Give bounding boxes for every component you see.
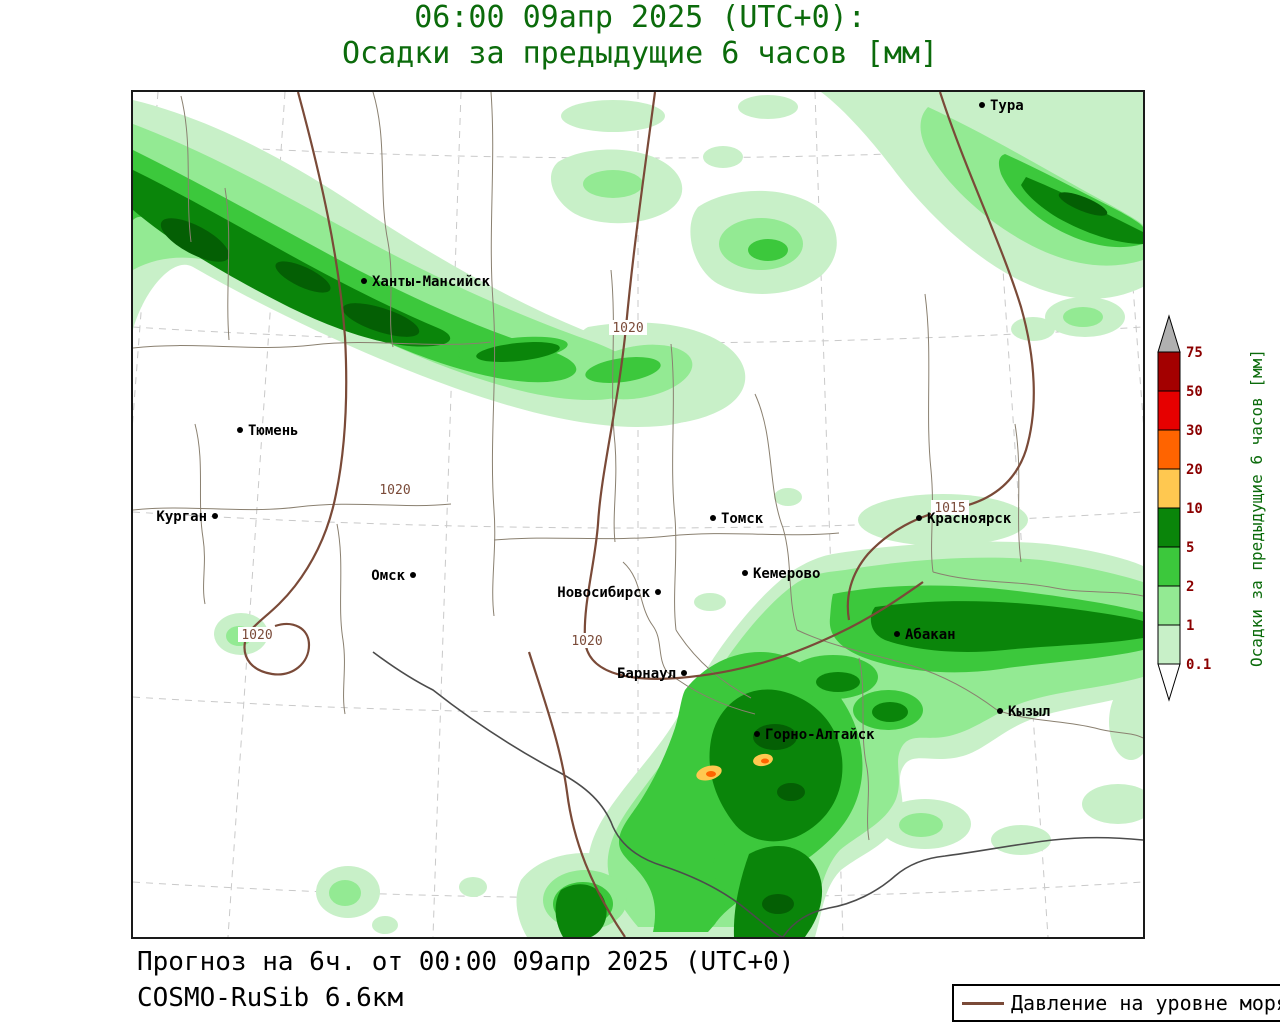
isobar-label: 1020 [379,483,410,498]
city-dot [237,427,243,433]
city-label: Курган [156,509,207,525]
pressure-legend-box: Давление на уровне моря [952,984,1280,1022]
precip-layer-5-10mm [133,170,1143,937]
city-dot [979,102,985,108]
title-datetime: 06:00 09апр 2025 (UTC+0): [414,0,866,35]
city-label: Омск [371,568,405,584]
city-label: Абакан [905,627,956,643]
city-dot [710,515,716,521]
colorbar-cell [1157,585,1181,626]
colorbar-cell [1157,390,1181,431]
city-label: Барнаул [617,666,676,682]
city-markers: Тура Ханты-Мансийск Тюмень Курган Омск Томск К… [156,98,1050,743]
city-label: Новосибирск [557,585,650,601]
city-dot [410,572,416,578]
isobar-label: 1020 [241,628,272,643]
colorbar-tick-label: 20 [1186,462,1203,478]
colorbar-title: Осадки за предыдущие 6 часов [мм] [1247,349,1266,667]
precip-layer-dark-cores [160,192,1108,914]
city-dot [361,278,367,284]
colorbar-tick-label: 5 [1186,540,1194,556]
colorbar-cap-arrow [1157,314,1181,353]
pressure-legend-label: Давление на уровне моря [1011,991,1280,1015]
isobar-label-bg [931,500,969,515]
isobar-label-bg [609,320,647,335]
colorbar-tick-label: 30 [1186,423,1203,439]
city-dot [754,731,760,737]
colorbar-cell [1157,468,1181,509]
precip-layer-20-30mm [706,758,769,777]
city-dot [681,670,687,676]
isobar-line-sample [962,1001,1004,1005]
state-borders [372,651,1143,937]
colorbar-tick-label: 2 [1186,579,1194,595]
isobar-label: 1020 [571,634,602,649]
city-label: Горно-Алтайск [765,727,875,743]
colorbar-tick-label: 1 [1186,618,1194,634]
forecast-info: Прогноз на 6ч. от 00:00 09апр 2025 (UTC+… [137,947,795,977]
title-variable: Осадки за предыдущие 6 часов [мм] [341,36,939,71]
city-dot [916,515,922,521]
city-label: Томск [721,511,764,527]
city-label: Тура [990,98,1024,114]
colorbar-bottom-arrow [1157,663,1181,702]
colorbar-tick-label: 50 [1186,384,1203,400]
isobar-label-bg [376,482,414,497]
colorbar-tick-label: 75 [1186,345,1203,361]
city-label: Ханты-Мансийск [372,274,491,290]
city-label: Кызыл [1008,704,1050,720]
colorbar-cell [1157,507,1181,548]
city-dot [894,631,900,637]
colorbar-tick-label: 0.1 [1186,657,1211,673]
city-dot [655,589,661,595]
colorbar-cell [1157,351,1181,392]
isobar-label-bg [568,633,606,648]
map-frame: 1020 1020 1020 1020 1015 Тура Ханты-Мансийск Т… [131,90,1145,939]
isobar-labels: 1020 1020 1020 1020 1015 [238,320,969,649]
colorbar-tick-label: 10 [1186,501,1203,517]
city-label: Кемерово [753,566,820,582]
colorbar-cell [1157,429,1181,470]
isobar-label-bg [238,627,276,642]
city-dot [997,708,1003,714]
admin-boundaries [133,92,1143,841]
precipitation-colorbar: 75 50 30 20 10 5 2 1 0.1 [1157,314,1211,702]
isobar-label: 1015 [934,501,965,516]
city-label: Красноярск [927,511,1012,527]
isobars [243,92,1035,937]
city-label: Тюмень [248,423,299,439]
city-dot [742,570,748,576]
city-dot [212,513,218,519]
model-info: COSMO-RuSib 6.6км [137,983,404,1013]
isobar-label: 1020 [612,321,643,336]
colorbar-cell [1157,624,1181,665]
colorbar-cell [1157,546,1181,587]
